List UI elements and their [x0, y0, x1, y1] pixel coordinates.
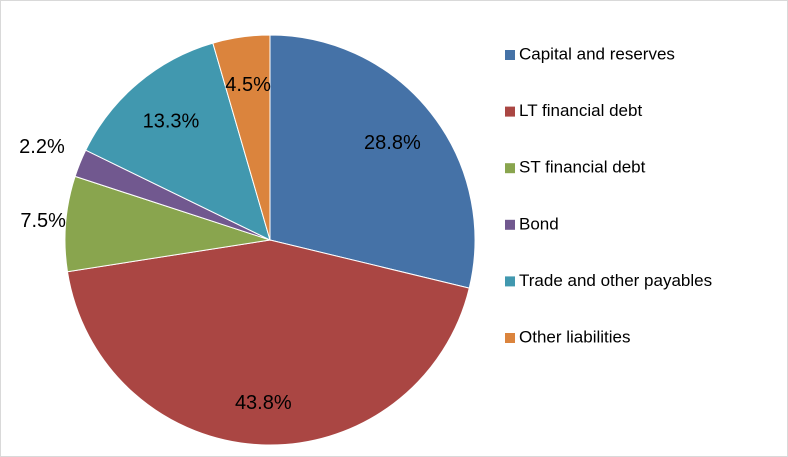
legend-label: LT financial debt: [519, 101, 642, 120]
pie-slice: [64, 175, 271, 273]
legend-swatch: [505, 276, 515, 287]
pie-slice: [85, 42, 271, 241]
legend-swatch: [505, 333, 515, 343]
data-label: 28.8%: [364, 132, 421, 154]
pie-slice: [269, 34, 476, 289]
data-label: 13.3%: [143, 111, 200, 133]
legend-swatch: [505, 50, 515, 60]
pie-slice: [66, 239, 470, 446]
pie-slice: [212, 34, 271, 241]
legend-swatch: [505, 106, 515, 117]
data-label: 43.8%: [235, 392, 292, 414]
legend-label: Bond: [519, 214, 559, 233]
legend-label: Capital and reserves: [519, 44, 675, 63]
legend-swatch: [505, 163, 515, 174]
legend-swatch: [505, 219, 515, 230]
legend-label: Trade and other payables: [519, 271, 712, 290]
legend-label: ST financial debt: [519, 158, 646, 177]
data-label: 4.5%: [225, 74, 271, 96]
legend-label: Other liabilities: [519, 327, 631, 346]
data-label: 2.2%: [19, 136, 65, 158]
data-label: 7.5%: [20, 210, 66, 232]
